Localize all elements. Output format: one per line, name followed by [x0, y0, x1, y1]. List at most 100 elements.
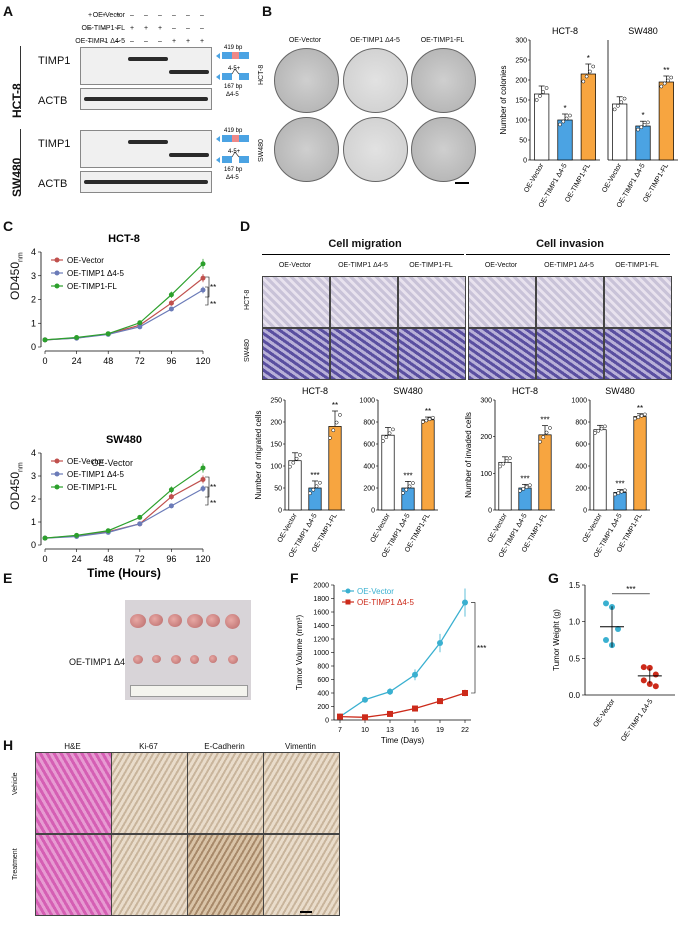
significance-label: **: [663, 66, 669, 75]
data-point: [558, 122, 562, 127]
x-tick-label: 13: [386, 727, 394, 734]
bar: [308, 487, 322, 511]
y-tick-label: 3: [31, 271, 36, 281]
y-tick-label: 800: [363, 420, 375, 427]
x-tick-label: 0: [42, 356, 47, 366]
data-point: [640, 677, 647, 684]
data-point: [639, 125, 644, 130]
colony-dish: [343, 117, 408, 182]
transwell-image: [262, 276, 330, 328]
bar-chart-D-mig-SW480: 02004006008001000SW480OE-Vector***OE-TIM…: [359, 386, 438, 559]
x-tick-label: OE-Vector: [523, 162, 546, 194]
tumor: [130, 614, 146, 628]
panel-label-a: A: [3, 3, 14, 19]
data-point: [643, 412, 647, 417]
bar-chart-D-inv-HCT8: 0 100 200 300 HCT-8 Number of invaded cells OE…: [464, 386, 555, 559]
x-tick-label: 72: [135, 554, 145, 564]
y-tick-label: 3: [31, 471, 36, 481]
data-point: [568, 113, 572, 118]
bar: [658, 81, 674, 161]
data-point: [291, 460, 296, 465]
data-point: [564, 116, 569, 121]
data-point: [288, 464, 292, 469]
data-point: [528, 483, 532, 488]
data-point: [424, 418, 429, 423]
y-tick-label: 1000: [313, 650, 329, 657]
significance-label: **: [210, 283, 216, 292]
y-tick-label: 1000: [571, 398, 587, 405]
sign-mark: –: [130, 38, 134, 45]
data-point: [636, 127, 640, 132]
sign-mark: –: [144, 12, 148, 19]
data-point: [328, 436, 332, 440]
data-point: [200, 275, 206, 281]
data-point: [603, 637, 609, 643]
data-point: [613, 492, 617, 497]
x-tick-label: OE-Vector: [601, 162, 624, 194]
data-point: [636, 415, 641, 420]
colony-dish: [274, 117, 339, 182]
sign-mark: –: [144, 38, 148, 45]
x-tick-label: OE-TIMP1-FL: [564, 162, 592, 203]
x-tick-label: 24: [72, 554, 82, 564]
transwell-image: [330, 328, 398, 380]
y-tick-label: 0: [325, 718, 329, 725]
data-point: [669, 75, 674, 80]
data-point: [412, 705, 418, 712]
tumor: [168, 614, 182, 627]
y-tick-label: 1800: [313, 596, 329, 603]
h-col-label: H&E: [64, 742, 81, 751]
tumor: [209, 655, 217, 663]
data-point: [616, 103, 620, 108]
data-point: [524, 485, 529, 489]
significance-label: ***: [310, 471, 319, 480]
chart-title: SW480: [393, 386, 423, 396]
data-point: [314, 484, 319, 489]
y-tick-label: 0: [371, 508, 375, 515]
y-tick-label: 0: [278, 508, 282, 515]
data-point: [588, 69, 592, 74]
e-row-vector: OE-Vector: [91, 458, 133, 468]
x-tick-label: 22: [461, 727, 469, 734]
ihc-image: [263, 752, 340, 834]
x-axis-label: Time (Days): [381, 736, 425, 745]
y-tick-label: 1600: [313, 610, 329, 617]
legend-label: OE-Vector: [357, 587, 394, 596]
panel-label-f: F: [290, 570, 299, 586]
y-axis-label: Number of colonies: [499, 66, 508, 135]
b-col-vector: OE-Vector: [288, 37, 322, 44]
y-tick-label: 200: [363, 486, 375, 493]
gene-timp1-hct8: TIMP1: [38, 55, 71, 67]
sign-mark: –: [172, 25, 176, 32]
data-point: [337, 713, 343, 720]
x-tick-label: 96: [166, 356, 176, 366]
bar: [498, 461, 512, 511]
x-tick-label: 120: [195, 554, 210, 564]
legend-label: OE-Vector: [67, 457, 104, 466]
bar-chart-B-HCT8: 0 50 100 150 200 250 300 HCT-8 Number of colonie…: [499, 26, 600, 209]
h-col-label: Vimentin: [285, 742, 316, 751]
x-tick-label: OE-Vector: [370, 512, 393, 544]
chart-title: SW480: [106, 434, 142, 446]
y-tick-label: 600: [575, 442, 587, 449]
significance-label: *: [563, 104, 566, 113]
panel-label-e: E: [3, 570, 13, 586]
colony-dish: [411, 48, 476, 113]
data-point: [362, 696, 368, 703]
data-point: [381, 439, 385, 443]
bar: [612, 103, 628, 161]
panel-label-d: D: [240, 218, 251, 234]
data-point: [521, 487, 526, 491]
series-line: [339, 602, 466, 718]
h-col-label: E-Cadherin: [204, 742, 245, 751]
sign-mark: –: [186, 12, 190, 19]
significance-label: **: [210, 300, 216, 309]
data-point: [338, 413, 342, 417]
gene-actb-hct8: ACTB: [38, 95, 68, 107]
h-col-label: Ki-67: [139, 742, 158, 751]
data-point: [462, 599, 468, 606]
data-point: [666, 78, 670, 83]
significance-label: *: [587, 54, 590, 63]
y-axis-label: Tumor Volume (mm³): [295, 615, 304, 691]
